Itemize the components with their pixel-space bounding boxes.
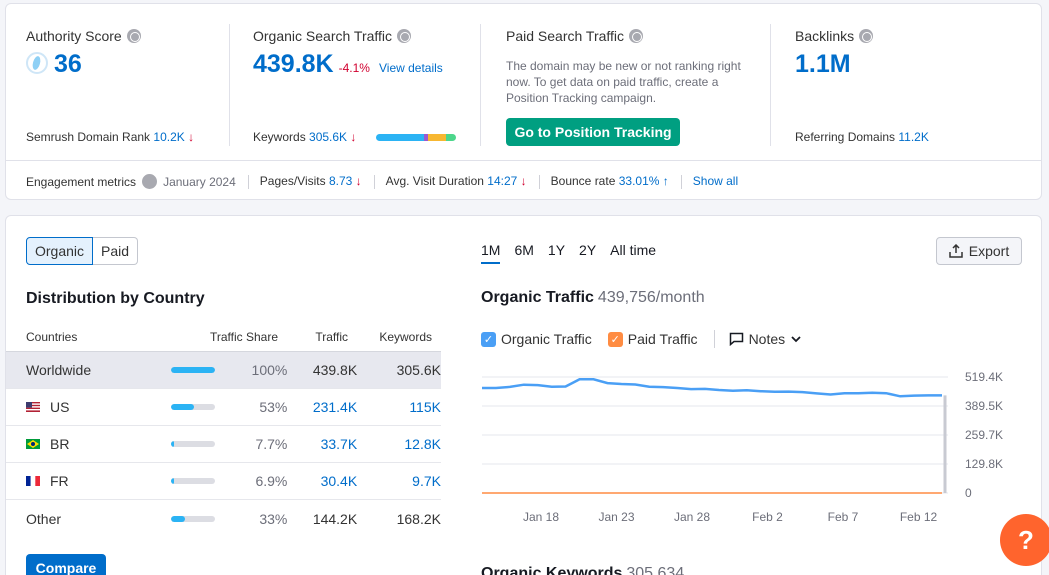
divider (770, 24, 771, 146)
y-tick-label: 0 (965, 486, 972, 500)
view-details-link[interactable]: View details (378, 61, 443, 75)
authority-score-value: 36 (26, 50, 82, 79)
x-tick-label: Feb 7 (828, 510, 859, 524)
table-row[interactable]: FR 6.9% 30.4K 9.7K (6, 463, 441, 500)
organic-traffic-title: Organic Search Traffic (253, 28, 412, 44)
export-icon (949, 244, 963, 258)
arrow-down-icon: ↓ (350, 130, 357, 144)
arrow-down-icon: ↓ (355, 174, 362, 188)
show-all-link[interactable]: Show all (680, 174, 750, 189)
br-flag-icon (26, 439, 40, 449)
avg-visit-duration: Avg. Visit Duration 14:27 ↓ (373, 174, 539, 189)
x-tick-label: Jan 18 (523, 510, 559, 524)
chevron-down-icon (791, 336, 801, 343)
referring-domains: Referring Domains 11.2K (795, 130, 929, 144)
distribution-title: Distribution by Country (26, 290, 205, 307)
info-icon[interactable] (859, 29, 874, 43)
range-all-time[interactable]: All time (610, 242, 657, 258)
arrow-up-icon: ↑ (662, 174, 669, 188)
authority-score-widget: Authority Score 36 Semrush Domain Rank 1… (26, 4, 226, 159)
keywords-summary: Keywords 305.6K ↓ (253, 130, 357, 144)
divider (713, 330, 715, 348)
semrush-domain-rank: Semrush Domain Rank 10.2K ↓ (26, 130, 195, 144)
info-icon[interactable] (397, 29, 412, 43)
x-tick-label: Feb 2 (752, 510, 783, 524)
organic-search-traffic-widget: Organic Search Traffic 439.8K -4.1% View… (253, 4, 483, 159)
traffic-share-bar (170, 404, 215, 410)
checkbox-checked-icon[interactable]: ✓ (481, 331, 496, 347)
organic-paid-toggle: Organic Paid (26, 237, 139, 265)
fr-flag-icon (26, 476, 40, 486)
divider (229, 24, 230, 146)
organic-traffic-change: -4.1% (338, 61, 370, 75)
organic-keywords-title: Organic Keywords 305,634 (481, 565, 685, 575)
bounce-rate: Bounce rate 33.01% ↑ (538, 174, 681, 189)
table-row[interactable]: Worldwide 100% 439.8K 305.6K (6, 352, 441, 389)
us-flag-icon (26, 402, 40, 412)
organic-traffic-chart[interactable]: 519.4K 389.5K 259.7K 129.8K 0 Jan 18 Jan 23 Jan… (476, 361, 1036, 546)
traffic-details-card: Organic Paid Distribution by Country Cou… (5, 215, 1042, 575)
divider (6, 160, 1041, 161)
globe-icon (142, 173, 158, 189)
chart-legend: ✓ Organic Traffic ✓ Paid Traffic Notes (481, 330, 817, 348)
x-tick-label: Jan 23 (598, 510, 634, 524)
backlinks-value[interactable]: 1.1M (795, 50, 851, 78)
y-tick-label: 519.4K (965, 370, 1003, 384)
keyword-intent-bar[interactable] (376, 134, 456, 141)
x-tick-label: Feb 12 (900, 510, 938, 524)
legend-paid-traffic[interactable]: ✓ Paid Traffic (607, 331, 698, 347)
table-row[interactable]: Other 33% 144.2K 168.2K (26, 510, 441, 527)
export-button[interactable]: Export (936, 237, 1022, 265)
arrow-down-icon: ↓ (188, 130, 195, 144)
table-header: Countries Traffic Share Traffic Keywords (6, 322, 441, 352)
authority-score-title: Authority Score (26, 28, 141, 44)
keywords-value[interactable]: 305.6K (309, 130, 348, 144)
engagement-label: Engagement metrics January 2024 (26, 173, 236, 189)
go-to-position-tracking-button[interactable]: Go to Position Tracking (506, 118, 680, 146)
range-1m[interactable]: 1M (481, 242, 501, 264)
traffic-share-bar (170, 441, 215, 447)
toggle-organic[interactable]: Organic (26, 237, 94, 265)
divider (480, 24, 481, 146)
notes-dropdown[interactable]: Notes (729, 331, 802, 347)
paid-search-traffic-widget: Paid Search Traffic (506, 4, 766, 159)
overview-metrics-card: Authority Score 36 Semrush Domain Rank 1… (5, 3, 1042, 200)
y-tick-label: 129.8K (965, 457, 1003, 471)
table-row[interactable]: US 53% 231.4K 115K (6, 389, 441, 426)
organic-traffic-chart-title: Organic Traffic 439,756/month (481, 289, 705, 306)
notes-icon (729, 332, 743, 346)
domain-rank-value[interactable]: 10.2K (153, 130, 185, 144)
organic-traffic-line (482, 378, 942, 398)
paid-traffic-message: The domain may be new or not ranking rig… (506, 59, 741, 105)
range-2y[interactable]: 2Y (579, 242, 597, 258)
date-range-tabs: 1M 6M 1Y 2Y All time (481, 242, 656, 264)
arrow-down-icon: ↓ (520, 174, 527, 188)
engagement-metrics-bar: Engagement metrics January 2024 Pages/Vis… (6, 161, 1041, 201)
toggle-paid[interactable]: Paid (93, 237, 139, 265)
range-6m[interactable]: 6M (514, 242, 534, 258)
country-table: Countries Traffic Share Traffic Keywords… (6, 322, 441, 537)
table-row[interactable]: BR 7.7% 33.7K 12.8K (6, 426, 441, 463)
range-1y[interactable]: 1Y (547, 242, 566, 258)
backlinks-title: Backlinks (795, 28, 874, 44)
checkbox-checked-icon[interactable]: ✓ (607, 331, 623, 347)
legend-organic-traffic[interactable]: ✓ Organic Traffic (481, 331, 592, 347)
traffic-share-bar (170, 515, 215, 522)
compare-button[interactable]: Compare (26, 554, 106, 575)
backlinks-widget: Backlinks 1.1M Referring Domains 11.2K (795, 4, 1015, 159)
info-icon[interactable] (629, 29, 644, 43)
y-tick-label: 389.5K (965, 399, 1003, 413)
traffic-share-bar (170, 367, 215, 373)
authority-score-icon (26, 52, 48, 74)
paid-traffic-title: Paid Search Traffic (506, 28, 644, 44)
y-tick-label: 259.7K (965, 428, 1003, 442)
referring-domains-value[interactable]: 11.2K (898, 130, 929, 144)
pages-visits: Pages/Visits 8.73 ↓ (247, 174, 374, 189)
info-icon[interactable] (126, 29, 141, 43)
traffic-share-bar (170, 478, 215, 484)
x-tick-label: Jan 28 (674, 510, 710, 524)
help-button[interactable]: ? (1000, 514, 1049, 566)
organic-traffic-value[interactable]: 439.8K (253, 50, 334, 78)
